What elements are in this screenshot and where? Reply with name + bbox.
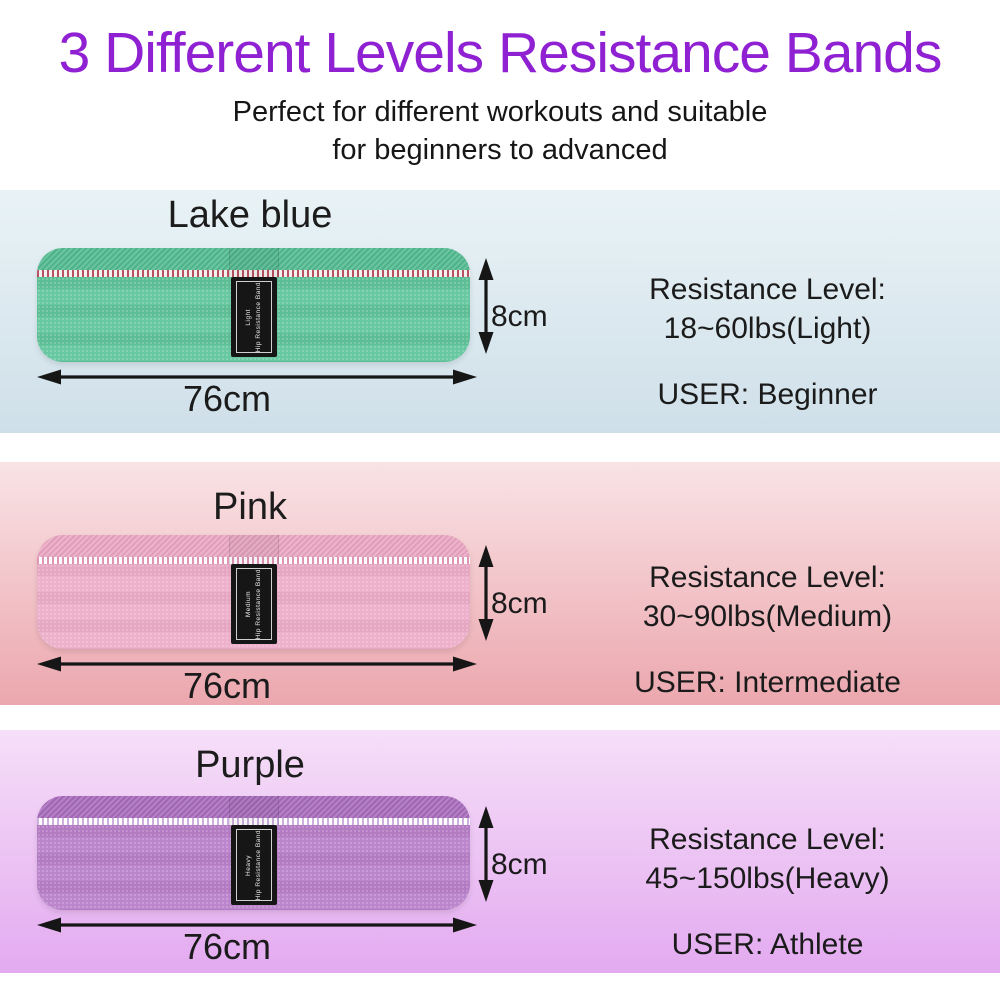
resistance-level-value: 45~150lbs(Heavy) (645, 862, 890, 895)
user-level: USER: Athlete (671, 928, 864, 961)
band-seam (228, 535, 279, 564)
band-seam (228, 796, 279, 825)
resistance-level-label: Resistance Level: (649, 561, 886, 594)
band-info: Resistance Level: 30~90lbs(Medium) USER:… (545, 558, 990, 702)
page-subtitle-line2: for beginners to advanced (332, 134, 668, 166)
tag-name-text: Hip Resistance Band (255, 829, 262, 901)
band-diagram: Heavy Hip Resistance Band 76cm 8cm (37, 796, 597, 986)
page-title: 3 Different Levels Resistance Bands (58, 21, 943, 85)
height-measurement: 8cm (491, 848, 548, 881)
width-measurement: 76cm (182, 378, 272, 419)
section-pink: Pink Medium Hip Resistance Band 76 (0, 462, 1000, 706)
band-label-tag-border: Medium Hip Resistance Band (235, 568, 272, 640)
band-label-tag-border: Heavy Hip Resistance Band (235, 829, 272, 901)
tag-level-text: Light (245, 308, 252, 326)
resistance-level-value: 30~90lbs(Medium) (642, 600, 893, 633)
band-color-name: Pink (213, 486, 287, 528)
section-purple: Purple Heavy Hip Resistance Band 7 (0, 730, 1000, 973)
height-arrow (478, 258, 494, 354)
band-label-tag: Light Hip Resistance Band (230, 277, 277, 357)
band-info: Resistance Level: 45~150lbs(Heavy) USER:… (545, 820, 990, 964)
band-stitch-line (37, 557, 470, 564)
band-top-rim (37, 248, 470, 270)
band-top-rim (37, 535, 470, 557)
height-measurement: 8cm (491, 587, 548, 620)
band-color-name: Purple (195, 744, 305, 786)
resistance-band-image: Medium Hip Resistance Band (37, 535, 470, 649)
band-stitch-line (37, 818, 470, 825)
width-measurement: 76cm (182, 665, 272, 706)
band-info: Resistance Level: 18~60lbs(Light) USER: … (545, 270, 990, 414)
band-stitch-line (37, 270, 470, 277)
resistance-level-label: Resistance Level: (649, 273, 886, 306)
resistance-level-label: Resistance Level: (649, 823, 886, 856)
band-seam (228, 248, 279, 277)
height-arrow (478, 545, 494, 641)
width-arrow (37, 656, 477, 672)
tag-name-text: Hip Resistance Band (255, 568, 262, 640)
tag-level-text: Medium (245, 590, 252, 618)
band-label-tag-border: Light Hip Resistance Band (235, 281, 272, 353)
height-measurement: 8cm (491, 300, 548, 333)
band-diagram: Medium Hip Resistance Band 76cm 8cm (37, 535, 597, 725)
height-arrow (478, 806, 494, 902)
section-lake-blue: Lake blue Light Hip Resistance Band (0, 190, 1000, 433)
band-label-tag: Heavy Hip Resistance Band (230, 825, 277, 905)
resistance-band-image: Light Hip Resistance Band (37, 248, 470, 362)
resistance-level-value: 18~60lbs(Light) (663, 312, 872, 345)
band-top-rim (37, 796, 470, 818)
width-arrow (37, 369, 477, 385)
resistance-band-image: Heavy Hip Resistance Band (37, 796, 470, 910)
band-label-tag: Medium Hip Resistance Band (230, 564, 277, 644)
page-subtitle-line1: Perfect for different workouts and suita… (232, 96, 768, 128)
user-level: USER: Intermediate (634, 666, 901, 699)
user-level: USER: Beginner (657, 378, 878, 411)
width-measurement: 76cm (182, 926, 272, 967)
band-color-name: Lake blue (167, 194, 333, 236)
width-arrow (37, 917, 477, 933)
tag-level-text: Heavy (245, 854, 252, 876)
band-diagram: Light Hip Resistance Band 76cm 8cm (37, 248, 597, 438)
tag-name-text: Hip Resistance Band (255, 281, 262, 353)
